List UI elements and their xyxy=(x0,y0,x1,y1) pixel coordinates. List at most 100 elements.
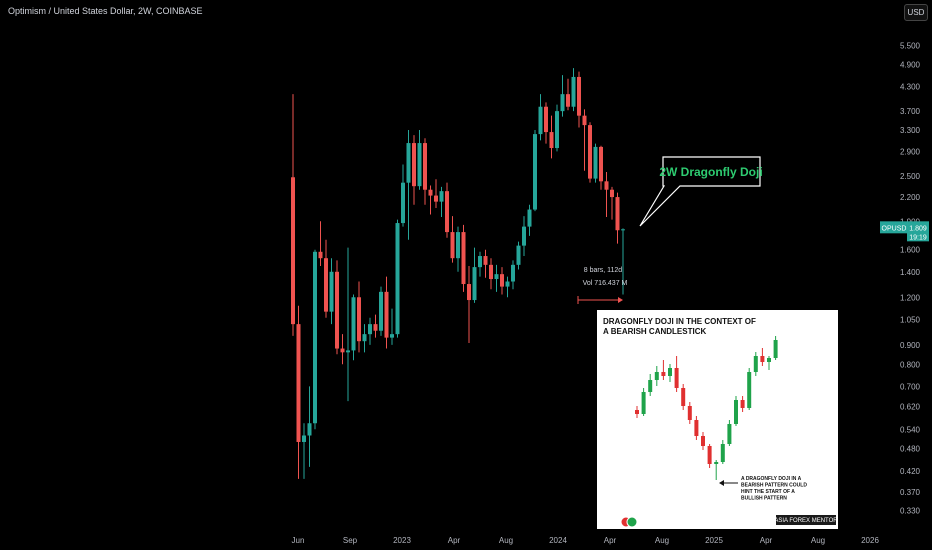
x-tick-label: 2024 xyxy=(549,536,567,545)
candle-body xyxy=(302,435,306,442)
candle-body xyxy=(340,348,345,353)
candle-body xyxy=(615,197,620,231)
inset-candle-body xyxy=(674,368,679,388)
inset-candle-body xyxy=(687,406,692,420)
x-tick-label: Jun xyxy=(292,536,305,545)
inset-background xyxy=(597,310,838,529)
price-symbol-label: OPUSD xyxy=(882,225,907,232)
inset-candle-body xyxy=(661,372,666,376)
candle-body xyxy=(390,334,394,338)
y-tick-label: 1.600 xyxy=(900,246,921,255)
y-tick-label: 1.050 xyxy=(900,315,921,324)
inset-candle-body xyxy=(707,446,712,464)
candle-body xyxy=(428,189,433,196)
y-tick-label: 0.370 xyxy=(900,488,921,497)
annotation-callout-box xyxy=(639,156,761,227)
y-tick-label: 3.300 xyxy=(900,126,921,135)
y-tick-label: 0.540 xyxy=(900,425,921,434)
y-tick-label: 0.480 xyxy=(900,445,921,454)
y-tick-label: 5.500 xyxy=(900,42,921,51)
x-tick-label: Aug xyxy=(811,536,825,545)
candle-body xyxy=(412,143,416,187)
x-tick-label: 2026 xyxy=(861,536,879,545)
price-badge xyxy=(907,221,929,242)
currency-button[interactable]: USD xyxy=(904,4,928,21)
inset-candle-body xyxy=(767,358,771,362)
inset-candle-body xyxy=(773,340,778,358)
y-tick-label: 3.700 xyxy=(900,107,921,116)
candle-body xyxy=(604,181,609,190)
candle-body xyxy=(335,271,339,349)
candle-body xyxy=(500,274,504,287)
candle-body xyxy=(610,189,614,198)
y-tick-label: 0.620 xyxy=(900,402,921,411)
y-tick-label: 0.330 xyxy=(900,507,921,516)
candle-body xyxy=(549,132,554,149)
y-tick-label: 0.900 xyxy=(900,341,921,350)
chart-title: Optimism / United States Dollar, 2W, COI… xyxy=(8,6,203,16)
candle-body xyxy=(588,125,592,179)
candle-body xyxy=(362,334,367,342)
price-countdown-label: 19:19 xyxy=(909,234,927,241)
candle-body xyxy=(401,182,405,224)
candle-body xyxy=(357,297,361,342)
candle-body xyxy=(533,134,537,210)
inset-candle-body xyxy=(747,372,752,408)
candle-body xyxy=(423,143,427,190)
inset-candle-body xyxy=(714,462,719,464)
y-tick-label: 2.500 xyxy=(900,172,921,181)
candle-body xyxy=(593,146,598,179)
candle-body xyxy=(538,106,543,135)
logo-icon xyxy=(626,516,638,528)
inset-note: BULLISH PATTERN xyxy=(741,496,787,502)
candle-body xyxy=(522,226,526,246)
annotation-label: 2W Dragonfly Doji xyxy=(659,165,762,179)
candle-body xyxy=(329,271,334,312)
candle-body xyxy=(368,324,372,335)
candle-body xyxy=(511,264,515,282)
inset-brand-label: ASIA FOREX MENTOR xyxy=(774,518,838,524)
inset-candle-body xyxy=(648,380,653,392)
candle-body xyxy=(379,291,383,331)
candle-body xyxy=(318,251,323,259)
inset-pointer-head xyxy=(719,480,724,486)
candle-body xyxy=(560,94,565,112)
candle-body xyxy=(291,177,295,325)
inset-candle-body xyxy=(734,400,738,424)
candle-body xyxy=(313,251,317,424)
candle-body xyxy=(566,94,570,107)
candle-body xyxy=(483,256,488,265)
inset-title: DRAGONFLY DOJI IN THE CONTEXT OF xyxy=(603,317,756,326)
candle-body xyxy=(406,143,411,183)
candle-body xyxy=(516,245,521,265)
doji-annotation: 2W Dragonfly Doji xyxy=(639,156,763,227)
inset-title: A BEARISH CANDLESTICK xyxy=(603,327,706,336)
inset-note: BEARISH PATTERN COULD xyxy=(741,483,807,489)
candle-body xyxy=(478,256,482,268)
inset-candle-body xyxy=(641,392,646,414)
inset-brand-badge xyxy=(776,515,836,525)
candle-body xyxy=(571,76,576,107)
candle-body xyxy=(599,146,603,182)
x-tick-label: Sep xyxy=(343,536,358,545)
y-tick-label: 2.200 xyxy=(900,193,921,202)
inset-candle-body xyxy=(740,400,745,408)
y-tick-label: 2.900 xyxy=(900,147,921,156)
candle-body xyxy=(489,264,493,280)
candle-body xyxy=(555,111,559,149)
y-tick-label: 0.800 xyxy=(900,360,921,369)
candle-body xyxy=(417,143,422,187)
candle-body xyxy=(307,423,312,436)
candle-body xyxy=(505,281,510,287)
candle-body xyxy=(434,195,438,202)
measure-bars-label: 8 bars, 112d xyxy=(584,267,623,274)
candle-body xyxy=(494,274,499,280)
x-tick-label: Aug xyxy=(655,536,669,545)
inset-candle-body xyxy=(727,424,732,444)
y-tick-label: 1.200 xyxy=(900,293,921,302)
inset-note: A DRAGONFLY DOJI IN A xyxy=(741,476,802,482)
x-tick-label: 2023 xyxy=(393,536,411,545)
candle-body xyxy=(467,284,471,301)
measure-volume-label: Vol 716.437 M xyxy=(583,280,628,287)
